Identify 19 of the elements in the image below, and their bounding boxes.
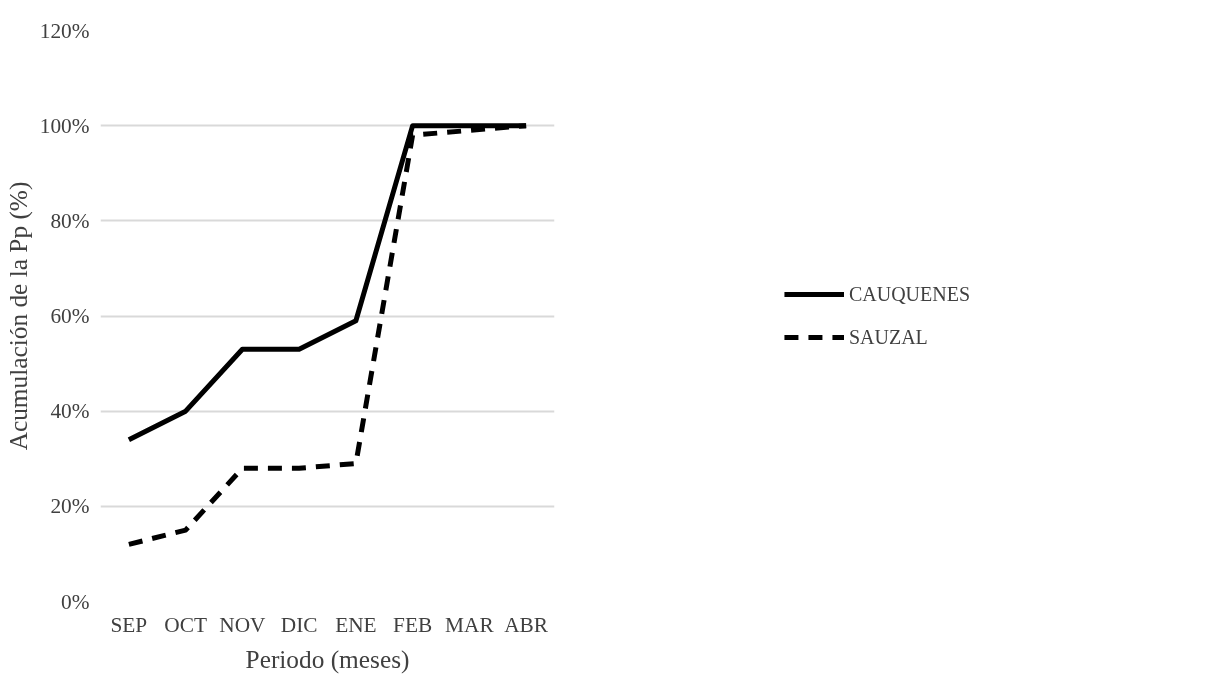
y-axis-title: Acumulación de la Pp (%) [3, 181, 33, 451]
y-tick-label: 20% [50, 494, 90, 519]
y-tick-label: 80% [50, 208, 90, 233]
x-tick-label: ABR [504, 612, 549, 637]
legend-label: CAUQUENES [848, 282, 971, 306]
y-tick-label: 120% [39, 18, 90, 43]
x-tick-label: DIC [280, 612, 318, 637]
x-tick-label: OCT [164, 612, 207, 637]
x-tick-label: MAR [445, 612, 495, 637]
y-tick-label: 40% [50, 399, 90, 424]
x-tick-label: SEP [110, 612, 148, 637]
x-tick-label: NOV [219, 612, 267, 637]
y-tick-label: 0% [61, 589, 90, 614]
x-tick-label: ENE [335, 612, 377, 637]
y-tick-label: 60% [50, 304, 90, 328]
y-tick-label: 100% [39, 113, 90, 138]
legend-label: SAUZAL [848, 325, 928, 349]
x-tick-label: FEB [393, 612, 433, 637]
x-axis-title: Periodo (meses) [245, 644, 410, 674]
